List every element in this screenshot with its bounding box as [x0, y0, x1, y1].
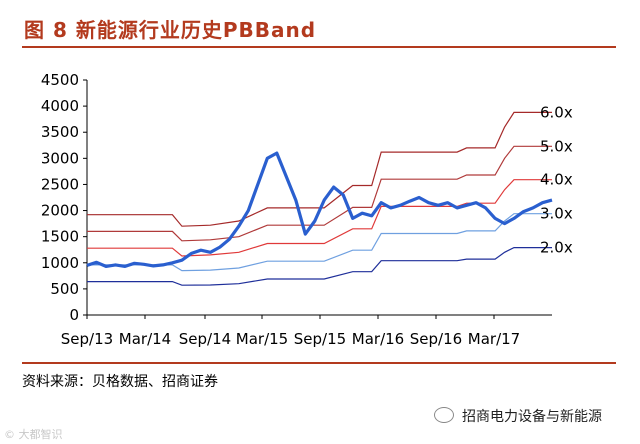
wechat-account-name: 招商电力设备与新能源	[462, 409, 602, 425]
y-tick-label: 3500	[41, 123, 79, 141]
band-label: 4.0x	[540, 171, 573, 189]
band-label: 5.0x	[540, 137, 573, 155]
price-line	[86, 151, 553, 268]
band-label: 2.0x	[540, 239, 573, 257]
pb-bands	[87, 111, 552, 286]
y-tick-label: 500	[50, 280, 79, 298]
watermark: © 大都智识	[4, 428, 63, 441]
band-line-2-0x	[87, 247, 552, 286]
chart-axes: 0 500 1000 1500 2000 2500 3000 3500 4000 4500 Sep/…	[41, 71, 552, 348]
band-line-6-0x	[87, 111, 552, 227]
x-tick-label: Mar/17	[468, 330, 520, 348]
x-tick-label: Sep/13	[61, 330, 113, 348]
band-labels: 6.0x 5.0x 4.0x 3.0x 2.0x	[540, 103, 573, 256]
band-line-5-0x	[87, 145, 552, 242]
band-line-3-0x	[87, 213, 552, 272]
band-label: 6.0x	[540, 103, 573, 121]
header-rule	[22, 46, 616, 48]
x-tick-label: Mar/16	[352, 330, 404, 348]
x-tick-label: Sep/14	[179, 330, 231, 348]
y-tick-label: 4500	[41, 71, 79, 89]
y-tick-label: 0	[69, 306, 79, 324]
figure-title: 图 8 新能源行业历史PBBand	[24, 18, 317, 42]
x-tick-label: Mar/14	[119, 330, 171, 348]
y-tick-label: 1500	[41, 228, 79, 246]
price-series	[86, 151, 553, 268]
y-tick-label: 2500	[41, 175, 79, 193]
x-tick-label: Sep/16	[410, 330, 462, 348]
band-label: 3.0x	[540, 205, 573, 223]
y-tick-label: 3000	[41, 149, 79, 167]
x-tick-label: Mar/15	[236, 330, 288, 348]
pb-band-chart: 0 500 1000 1500 2000 2500 3000 3500 4000 4500 Sep/…	[41, 71, 573, 348]
figure-header: 图 8 新能源行业历史PBBand	[0, 0, 640, 50]
footer-rule	[22, 362, 616, 364]
y-tick-label: 1000	[41, 254, 79, 272]
band-line-4-0x	[87, 179, 552, 257]
y-tick-label: 4000	[41, 97, 79, 115]
x-tick-label: Sep/15	[294, 330, 346, 348]
source-note: 资料来源：贝格数据、招商证券	[22, 374, 218, 390]
y-tick-label: 2000	[41, 202, 79, 220]
wechat-icon	[434, 407, 454, 423]
